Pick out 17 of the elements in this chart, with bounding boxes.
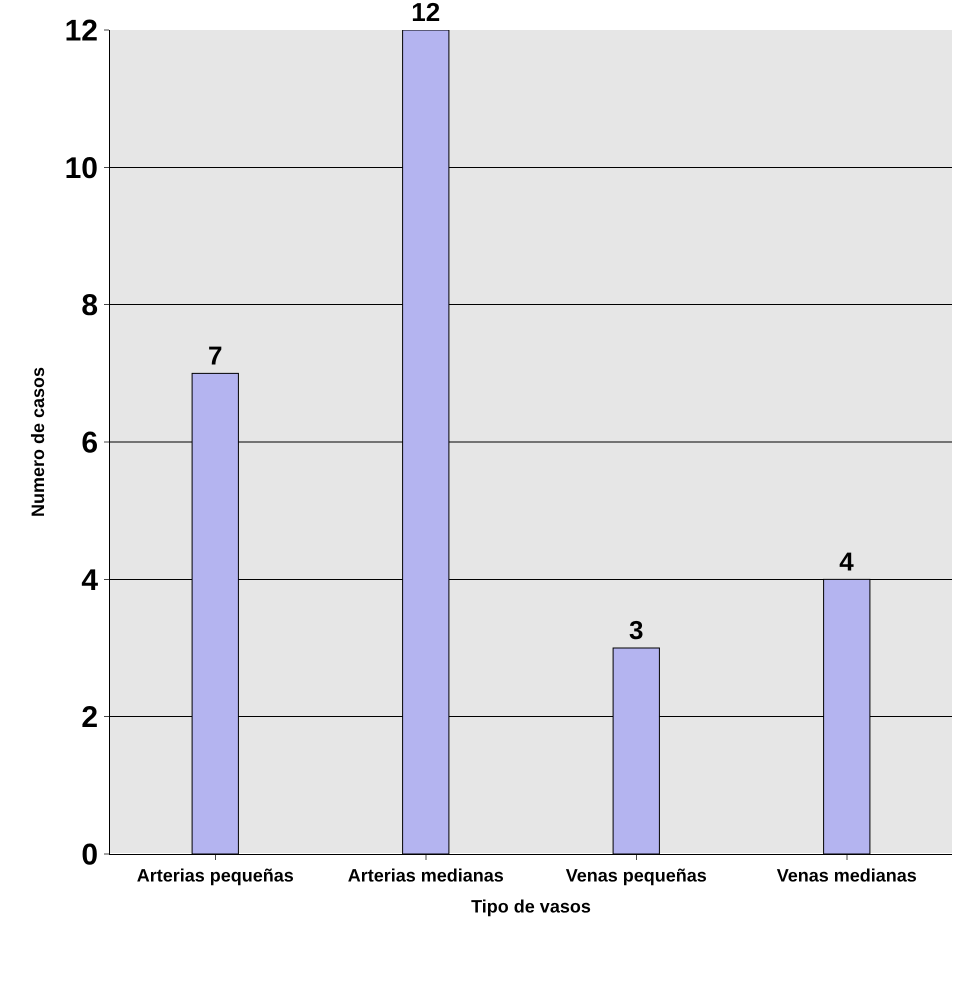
y-tick-label: 10 <box>64 152 98 185</box>
data-label: 3 <box>629 615 644 645</box>
x-tick-label: Arterias pequeñas <box>136 866 294 886</box>
y-tick-label: 6 <box>81 426 98 460</box>
x-tick-label: Arterias medianas <box>348 866 504 886</box>
y-tick-label: 8 <box>81 289 98 322</box>
data-label: 7 <box>208 340 222 370</box>
y-tick-label: 12 <box>64 14 98 48</box>
x-tick-label: Venas pequeñas <box>566 866 707 886</box>
y-tick-label: 4 <box>81 564 98 597</box>
x-axis-title: Tipo de vasos <box>471 896 591 917</box>
y-tick-label: 2 <box>81 701 98 734</box>
y-tick-label: 0 <box>81 838 98 872</box>
data-label: 4 <box>839 546 854 576</box>
data-label: 12 <box>411 0 440 27</box>
x-tick-label: Venas medianas <box>776 866 917 886</box>
y-axis-title: Numero de casos <box>28 366 48 518</box>
